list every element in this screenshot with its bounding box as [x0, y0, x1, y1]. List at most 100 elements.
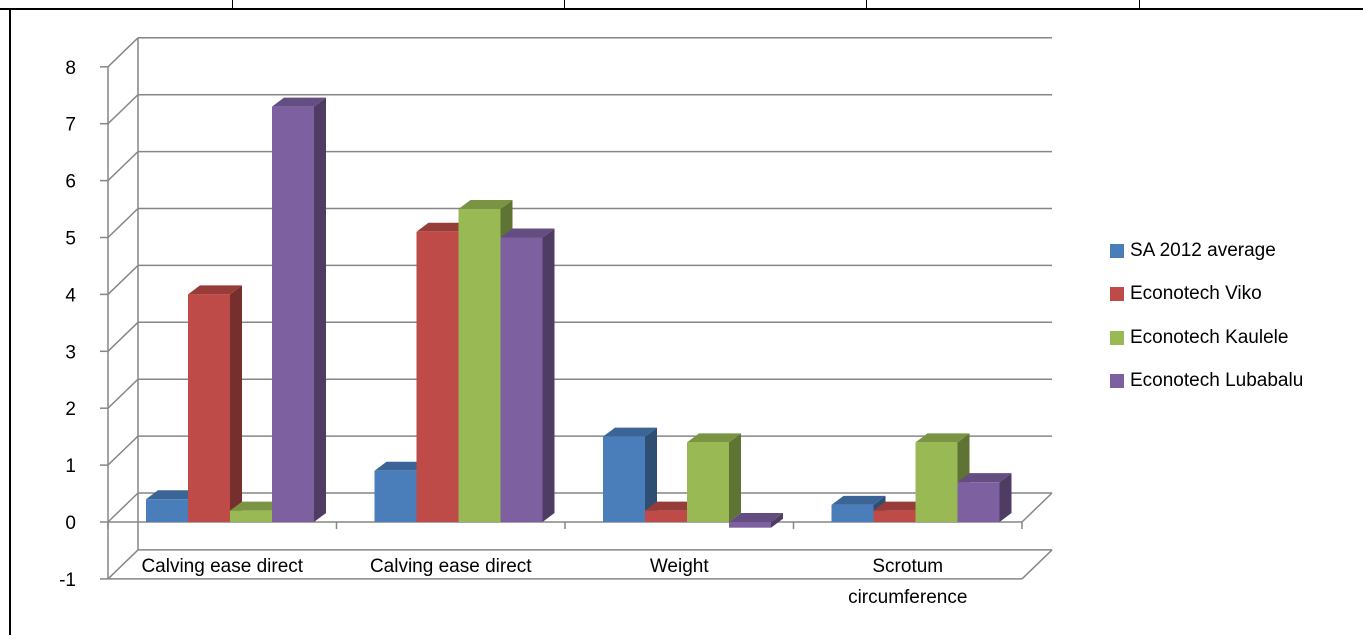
bar-top-face: [687, 433, 741, 443]
side-wall-gridline: [107, 549, 139, 580]
bar-top-face: [230, 501, 284, 511]
table-cell: [0, 0, 233, 8]
bar-top-face: [374, 461, 429, 471]
legend-item: Econotech Lubabalu: [1110, 367, 1350, 396]
bar-side-face: [999, 473, 1012, 522]
y-tick-label: 4: [65, 285, 76, 306]
side-wall-gridline: [107, 378, 139, 409]
side-wall-gridline: [107, 37, 139, 68]
bar-top-face: [873, 501, 928, 511]
bar-front-face: [831, 504, 874, 522]
bar-front-face: [230, 510, 272, 522]
y-tick-label: 7: [65, 115, 76, 136]
bar-econotech-viko: [188, 285, 242, 522]
legend-swatch: [1110, 374, 1124, 388]
y-tick-label: -1: [59, 570, 76, 591]
bar-front-face: [915, 442, 958, 522]
gridlines: [100, 37, 1053, 580]
bars: [146, 97, 1012, 528]
table-border-strip: [0, 0, 1363, 10]
bar-front-face: [500, 237, 543, 522]
bar-front-face: [729, 522, 771, 528]
bar-front-face: [272, 106, 314, 522]
side-wall-gridline: [107, 207, 139, 239]
bar-side-face: [771, 513, 783, 528]
bar-front-face: [188, 294, 230, 522]
bar-top-face: [831, 495, 886, 505]
table-cell: [564, 0, 867, 8]
x-category-label: Calving ease direct: [141, 556, 303, 577]
bar-top-face: [500, 228, 555, 238]
bar-front-face: [645, 510, 687, 522]
bar-front-face: [374, 470, 417, 522]
bar-side-face: [314, 97, 326, 522]
table-cell: [232, 0, 565, 8]
bar-front-face: [458, 209, 501, 523]
table-bottom-rule: [0, 8, 1363, 10]
bar-top-face: [645, 501, 699, 511]
x-category-label: circumference: [848, 587, 967, 608]
side-wall-gridline: [107, 492, 139, 523]
bar-top-face: [603, 427, 657, 437]
bar-front-face: [603, 436, 645, 522]
bar-front-face: [873, 510, 916, 522]
bar-front-face: [146, 499, 188, 522]
legend-item: SA 2012 average: [1110, 236, 1350, 265]
y-tick-label: 6: [65, 172, 76, 193]
legend-item: Econotech Viko: [1110, 280, 1350, 309]
bar-top-face: [458, 200, 513, 210]
y-tick-label: 1: [65, 456, 76, 477]
bar-econotech-viko: [416, 222, 471, 522]
legend-swatch: [1110, 287, 1124, 301]
bar-front-face: [687, 442, 729, 522]
x-category-label: Calving ease direct: [370, 556, 532, 577]
y-tick-label: 8: [65, 58, 76, 79]
side-wall-gridline: [107, 321, 139, 352]
bar-econotech-lubabalu: [500, 228, 555, 522]
bar-top-face: [146, 490, 200, 500]
legend-label: Econotech Lubabalu: [1130, 370, 1304, 391]
y-tick-label: 5: [65, 229, 76, 250]
y-tick-label: 0: [65, 513, 76, 534]
legend-swatch: [1110, 243, 1124, 258]
x-axis-category-labels: Calving ease direct Calving ease direct We…: [141, 556, 967, 608]
side-wall-gridline: [107, 264, 139, 295]
bar-econotech-kaulele: [687, 433, 741, 522]
bar-econotech-lubabalu: [957, 473, 1012, 522]
side-wall-gridline: [107, 435, 139, 466]
bar-front-face: [957, 482, 1000, 522]
legend-item: Econotech Kaulele: [1110, 323, 1350, 352]
bar-sa-2012-average: [603, 427, 657, 522]
side-wall-gridline: [107, 151, 139, 182]
bar-top-face: [188, 285, 242, 295]
side-wall-gridline: [107, 94, 139, 125]
y-tick-label: 3: [65, 342, 76, 363]
legend-label: Econotech Viko: [1130, 283, 1262, 304]
bar-econotech-lubabalu: [729, 513, 783, 528]
floor-right-edge: [1021, 549, 1053, 580]
legend-label: Econotech Kaulele: [1130, 326, 1289, 348]
bar-sa-2012-average: [374, 461, 429, 522]
bar-side-face: [645, 427, 657, 522]
bar-side-face: [729, 433, 741, 522]
bar-front-face: [416, 231, 459, 522]
x-category-label: Weight: [650, 556, 710, 577]
y-axis-tick-labels: -1 0 1 2 3 4 5 6 7 8: [59, 58, 76, 591]
table-cell: [866, 0, 1140, 8]
bar-econotech-lubabalu: [272, 97, 326, 522]
bar-top-face: [416, 222, 471, 232]
chart-frame-left-border: [9, 10, 11, 635]
y-tick-label: 2: [65, 399, 76, 420]
bar-side-face: [230, 285, 242, 522]
bar-top-face: [729, 513, 783, 522]
bar-top-face: [272, 97, 326, 107]
bar-side-face: [542, 228, 555, 522]
bar-top-face: [915, 433, 970, 443]
bar-top-face: [957, 473, 1012, 483]
legend-label: SA 2012 average: [1130, 239, 1276, 261]
legend: SA 2012 average Econotech Viko Econotech K…: [1110, 236, 1350, 410]
legend-swatch: [1110, 330, 1124, 345]
x-axis-depth-edge: [1021, 492, 1053, 523]
x-category-label: Scrotum: [872, 556, 943, 577]
